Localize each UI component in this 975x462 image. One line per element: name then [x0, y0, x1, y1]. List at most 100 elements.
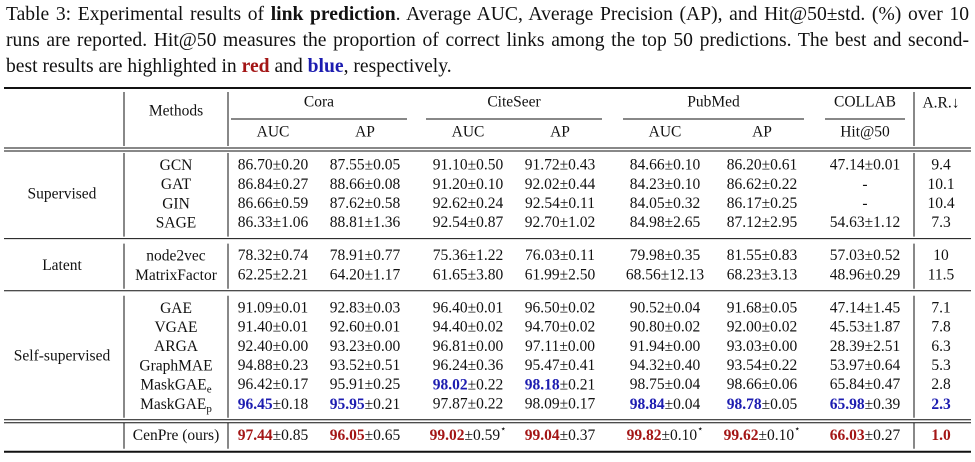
result-cell: 98.78±0.05 — [727, 395, 798, 412]
result-cell: 95.47±0.41 — [525, 357, 596, 374]
result-cell: 98.02±0.22 — [433, 376, 504, 393]
result-cell: 62.25±2.21 — [238, 266, 309, 283]
text-part: 98.78 — [727, 395, 762, 412]
text-part: ⋆ — [500, 424, 506, 435]
result-cell: 96.40±0.01 — [433, 299, 504, 316]
result-cell: 65.98±0.39 — [830, 395, 901, 412]
result-cell: 79.98±0.35 — [630, 247, 701, 264]
dataset-header: COLLAB — [834, 94, 896, 111]
method-name: MaskGAEp — [140, 395, 212, 414]
method-name: ARGA — [154, 338, 199, 355]
dataset-header: Cora — [304, 94, 334, 111]
result-cell: 92.54±0.87 — [433, 214, 504, 231]
result-cell: 94.88±0.23 — [238, 357, 309, 374]
text-part: ⋆ — [794, 424, 800, 435]
result-cell: 92.02±0.44 — [525, 176, 596, 193]
method-name: MaskGAEe — [140, 376, 211, 395]
text-part: ±0.59 — [464, 426, 500, 443]
metric-header: Hit@50 — [840, 124, 890, 141]
group-label: Latent — [42, 257, 82, 274]
result-cell: 93.54±0.22 — [727, 357, 798, 374]
result-cell: 91.40±0.01 — [238, 319, 309, 336]
method-name: MatrixFactor — [135, 266, 218, 283]
text-part: e — [207, 383, 212, 395]
result-cell: 53.97±0.64 — [830, 357, 901, 374]
method-name: GraphMAE — [139, 357, 212, 374]
result-cell: 95.91±0.25 — [330, 376, 401, 393]
result-cell: 99.62±0.10⋆ — [724, 424, 801, 443]
result-cell: 91.94±0.00 — [630, 338, 701, 355]
result-cell: 97.11±0.00 — [525, 338, 595, 355]
metric-header: AUC — [452, 124, 485, 141]
text-part: MaskGAE — [140, 395, 206, 412]
average-rank: 1.0 — [931, 426, 951, 443]
text-part: 98.84 — [630, 395, 665, 412]
result-cell: 96.45±0.18 — [238, 395, 309, 412]
text-part: GAT — [161, 176, 192, 193]
result-cell: 92.00±0.02 — [727, 319, 798, 336]
text-part: ±0.10 — [758, 426, 794, 443]
result-cell: 95.95±0.21 — [330, 395, 401, 412]
dataset-header: PubMed — [687, 94, 740, 111]
caption-text: red — [241, 56, 270, 77]
result-cell: 96.05±0.65 — [330, 426, 401, 443]
table-caption: Table 3: Experimental results of link pr… — [6, 2, 969, 80]
average-rank: 10.4 — [927, 195, 954, 212]
result-cell: 91.68±0.05 — [727, 299, 798, 316]
result-cell: 94.32±0.40 — [630, 357, 701, 374]
result-cell: 57.03±0.52 — [830, 247, 901, 264]
result-cell: 87.55±0.05 — [330, 157, 401, 174]
text-part: GraphMAE — [139, 357, 212, 374]
result-cell: 98.09±0.17 — [525, 395, 596, 412]
result-cell: 99.02±0.59⋆ — [430, 424, 507, 443]
average-rank: 6.3 — [931, 338, 951, 355]
text-part: ⋆ — [697, 424, 703, 435]
method-name: GCN — [160, 157, 193, 174]
text-part: 96.45 — [238, 395, 273, 412]
text-part: ±0.21 — [560, 376, 596, 393]
result-cell: 93.52±0.51 — [330, 357, 401, 374]
method-name: CenPre (ours) — [133, 426, 220, 443]
result-cell: 94.40±0.02 — [433, 319, 504, 336]
method-name: SAGE — [156, 214, 196, 231]
result-cell: 92.83±0.03 — [330, 299, 401, 316]
text-part: 95.95 — [330, 395, 365, 412]
text-part: SAGE — [156, 214, 196, 231]
text-part: ±0.22 — [468, 376, 504, 393]
result-cell: 92.54±0.11 — [525, 195, 595, 212]
text-part: ±0.18 — [273, 395, 309, 412]
result-cell: - — [862, 195, 867, 212]
text-part: 65.98 — [830, 395, 865, 412]
group-label: Supervised — [28, 185, 97, 202]
result-cell: 86.70±0.20 — [238, 157, 309, 174]
result-cell: 54.63±1.12 — [830, 214, 901, 231]
result-cell: 92.40±0.00 — [238, 338, 309, 355]
text-part: 1.0 — [931, 426, 951, 443]
result-cell: 78.91±0.77 — [330, 247, 401, 264]
text-part: ±0.39 — [865, 395, 901, 412]
metric-header: AUC — [257, 124, 290, 141]
result-cell: 81.55±0.83 — [727, 247, 798, 264]
result-cell: 61.65±3.80 — [433, 266, 504, 283]
text-part: ±0.21 — [365, 395, 401, 412]
average-rank: 9.4 — [931, 157, 951, 174]
result-cell: 86.33±1.06 — [238, 214, 309, 231]
result-cell: 93.03±0.00 — [727, 338, 798, 355]
text-part: node2vec — [146, 247, 206, 264]
caption-text: link prediction — [270, 4, 396, 25]
average-rank: 10 — [933, 247, 949, 264]
result-cell: 92.70±1.02 — [525, 214, 596, 231]
result-cell: 65.84±0.47 — [830, 376, 901, 393]
average-rank: 10.1 — [927, 176, 954, 193]
average-rank: 7.8 — [931, 319, 951, 336]
result-cell: 96.42±0.17 — [238, 376, 309, 393]
result-cell: 92.62±0.24 — [433, 195, 504, 212]
result-cell: 68.56±12.13 — [626, 266, 705, 283]
caption-text: Table 3: Experimental results of — [6, 4, 271, 25]
result-cell: 96.81±0.00 — [433, 338, 504, 355]
result-cell: 84.98±2.65 — [630, 214, 701, 231]
result-cell: 97.87±0.22 — [433, 395, 504, 412]
text-part: 99.02 — [430, 426, 465, 443]
